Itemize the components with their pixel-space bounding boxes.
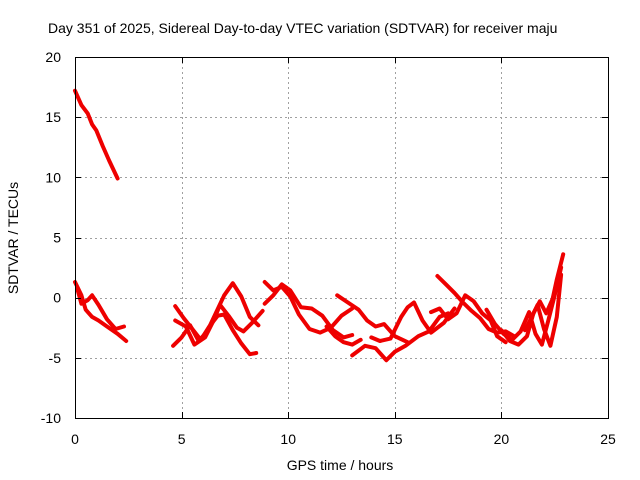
series-line-track-3: [75, 286, 126, 331]
series-line-track-12: [369, 300, 457, 343]
y-tick-label: 5: [53, 230, 61, 246]
y-tick-label: -5: [49, 350, 62, 366]
x-tick-label: 0: [71, 431, 79, 447]
series-line-track-6: [173, 302, 265, 347]
series-line-track-9: [324, 324, 363, 347]
x-tick-label: 10: [280, 431, 296, 447]
y-axis-label: SDTVAR / TECUs: [5, 182, 21, 294]
grid-layer: [75, 57, 608, 418]
series-line-track-1: [73, 88, 120, 181]
series-line-track-17: [522, 272, 564, 348]
x-tick-label: 20: [494, 431, 510, 447]
y-tick-label: 0: [53, 290, 61, 306]
series-line-track-13: [429, 293, 508, 345]
x-tick-label: 5: [178, 431, 186, 447]
x-tick-label: 15: [387, 431, 403, 447]
y-tick-label: 20: [45, 49, 61, 65]
y-tick-label: -10: [41, 410, 61, 426]
series-line-track-2: [73, 280, 129, 343]
tick-layer: [75, 57, 609, 419]
y-tick-label: 15: [45, 109, 61, 125]
x-axis-label: GPS time / hours: [287, 457, 394, 473]
series-line-track-8: [262, 282, 355, 340]
chart-title: Day 351 of 2025, Sidereal Day-to-day VTE…: [48, 20, 557, 36]
series-layer: [73, 88, 566, 363]
y-tick-label: 10: [45, 169, 61, 185]
x-tick-label: 25: [600, 431, 616, 447]
series-line-track-11: [350, 311, 451, 363]
tick-label-layer: 0 5 10 15 20 25 -10 -5 0 5 10 15 20: [41, 49, 616, 447]
